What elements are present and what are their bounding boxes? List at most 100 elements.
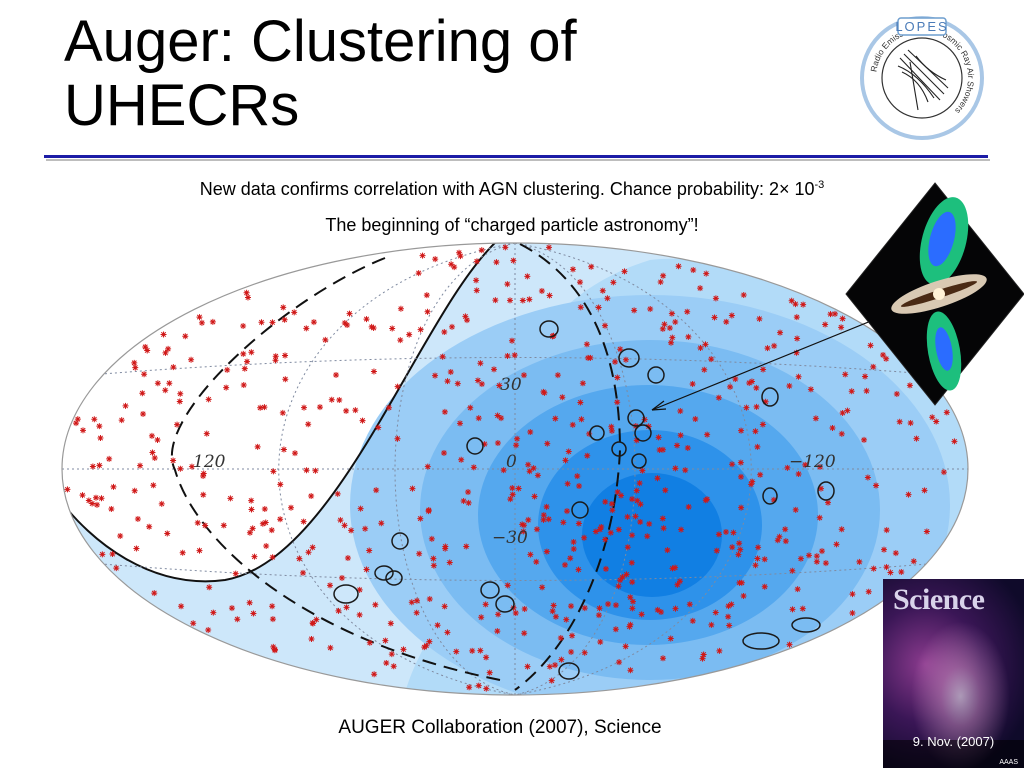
event-marker — [246, 599, 253, 606]
event-marker — [288, 504, 295, 511]
event-marker — [581, 649, 588, 656]
event-marker — [277, 481, 284, 488]
event-marker — [177, 390, 184, 397]
event-marker — [856, 558, 863, 565]
event-marker — [454, 380, 461, 387]
event-marker — [627, 621, 634, 628]
event-marker — [509, 485, 516, 492]
event-marker — [668, 310, 675, 317]
event-marker — [880, 351, 887, 358]
event-marker — [400, 646, 407, 653]
event-marker — [633, 487, 640, 494]
event-marker — [507, 496, 514, 503]
event-marker — [715, 531, 722, 538]
agn-circle — [480, 581, 500, 599]
event-marker — [248, 497, 255, 504]
event-marker — [906, 382, 913, 389]
event-marker — [98, 495, 105, 502]
event-marker — [440, 449, 447, 456]
event-marker — [753, 384, 760, 391]
event-marker — [188, 356, 195, 363]
event-marker — [629, 605, 636, 612]
event-marker — [629, 598, 636, 605]
event-marker — [282, 352, 289, 359]
event-marker — [552, 415, 559, 422]
event-marker — [244, 358, 251, 365]
event-marker — [608, 500, 615, 507]
event-marker — [632, 513, 639, 520]
event-marker — [639, 467, 646, 474]
event-marker — [794, 335, 801, 342]
event-marker — [759, 421, 766, 428]
event-marker — [637, 501, 644, 508]
event-marker — [520, 528, 527, 535]
event-marker — [752, 562, 759, 569]
event-marker — [795, 373, 802, 380]
galaxy-image — [845, 182, 1024, 406]
event-marker — [754, 555, 761, 562]
event-marker — [510, 257, 517, 264]
event-marker — [451, 264, 458, 271]
event-marker — [716, 647, 723, 654]
event-marker — [729, 461, 736, 468]
event-marker — [520, 372, 527, 379]
event-marker — [508, 337, 515, 344]
event-marker — [344, 322, 351, 329]
event-marker — [470, 464, 477, 471]
event-marker — [793, 349, 800, 356]
event-marker — [310, 319, 317, 326]
event-marker — [432, 256, 439, 263]
event-marker — [762, 398, 769, 405]
event-marker — [308, 493, 315, 500]
event-marker — [771, 342, 778, 349]
event-marker — [865, 588, 872, 595]
event-marker — [106, 455, 113, 462]
event-marker — [423, 642, 430, 649]
event-marker — [633, 437, 640, 444]
event-marker — [822, 560, 829, 567]
event-marker — [569, 632, 576, 639]
event-marker — [940, 469, 947, 476]
event-marker — [873, 482, 880, 489]
event-marker — [579, 380, 586, 387]
event-marker — [220, 522, 227, 529]
lat-label-30: 30 — [500, 375, 522, 395]
event-marker — [426, 638, 433, 645]
logo-name: LOPES — [895, 19, 948, 34]
event-marker — [786, 382, 793, 389]
event-marker — [241, 365, 248, 372]
event-marker — [776, 533, 783, 540]
event-marker — [595, 612, 602, 619]
event-marker — [533, 526, 540, 533]
event-marker — [727, 383, 734, 390]
event-marker — [261, 505, 268, 512]
event-marker — [344, 555, 351, 562]
event-marker — [622, 643, 629, 650]
figure-caption: AUGER Collaboration (2007), Science — [338, 717, 662, 738]
event-marker — [176, 398, 183, 405]
event-marker — [602, 498, 609, 505]
event-marker — [887, 569, 894, 576]
event-marker — [607, 529, 614, 536]
event-marker — [481, 441, 488, 448]
event-marker — [738, 427, 745, 434]
slide-title: Auger: Clustering of UHECRs — [64, 10, 577, 138]
event-marker — [578, 416, 585, 423]
agn-circle — [539, 320, 559, 338]
event-marker — [777, 329, 784, 336]
event-marker — [618, 492, 625, 499]
event-marker — [244, 294, 251, 301]
event-marker — [624, 544, 631, 551]
event-marker — [624, 513, 631, 520]
event-marker — [309, 619, 316, 626]
event-marker — [200, 470, 207, 477]
title-rule-shadow — [46, 159, 990, 161]
event-marker — [269, 319, 276, 326]
event-marker — [269, 554, 276, 561]
event-marker — [463, 543, 470, 550]
event-marker — [913, 435, 920, 442]
event-marker — [477, 360, 484, 367]
event-marker — [449, 323, 456, 330]
agn-circles — [333, 320, 835, 680]
event-marker — [356, 611, 363, 618]
